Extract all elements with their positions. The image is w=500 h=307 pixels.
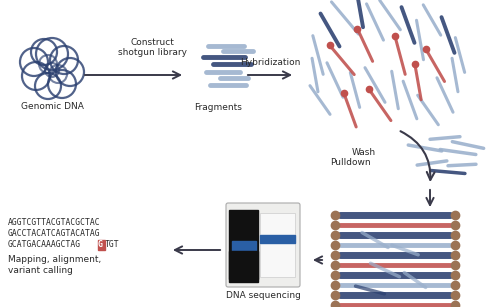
Text: AGGTCGTTACGTACGCTAC: AGGTCGTTACGTACGCTAC [8,218,100,227]
Text: Hybridization: Hybridization [240,58,300,67]
Bar [260,235,295,243]
Bar [260,213,295,277]
Bar [232,241,256,258]
Text: Genomic DNA: Genomic DNA [20,102,84,111]
Text: DNA sequencing: DNA sequencing [226,291,300,300]
Text: Mapping, alignment,: Mapping, alignment, [8,255,101,264]
Bar [229,251,258,279]
Text: G: G [98,240,103,249]
Text: TGT: TGT [104,240,119,249]
Text: Pulldown: Pulldown [330,158,370,167]
Text: GACCTACATCAGTACATAG: GACCTACATCAGTACATAG [8,229,100,238]
Bar [229,210,258,282]
Text: Construct: Construct [130,38,174,47]
Text: Wash: Wash [352,148,376,157]
Bar [98,240,104,250]
Text: Fragments: Fragments [194,103,242,112]
FancyBboxPatch shape [226,203,300,287]
Text: shotgun library: shotgun library [118,48,186,57]
Text: variant calling: variant calling [8,266,73,275]
Text: GCATGACAAAGCTAG: GCATGACAAAGCTAG [8,240,81,249]
